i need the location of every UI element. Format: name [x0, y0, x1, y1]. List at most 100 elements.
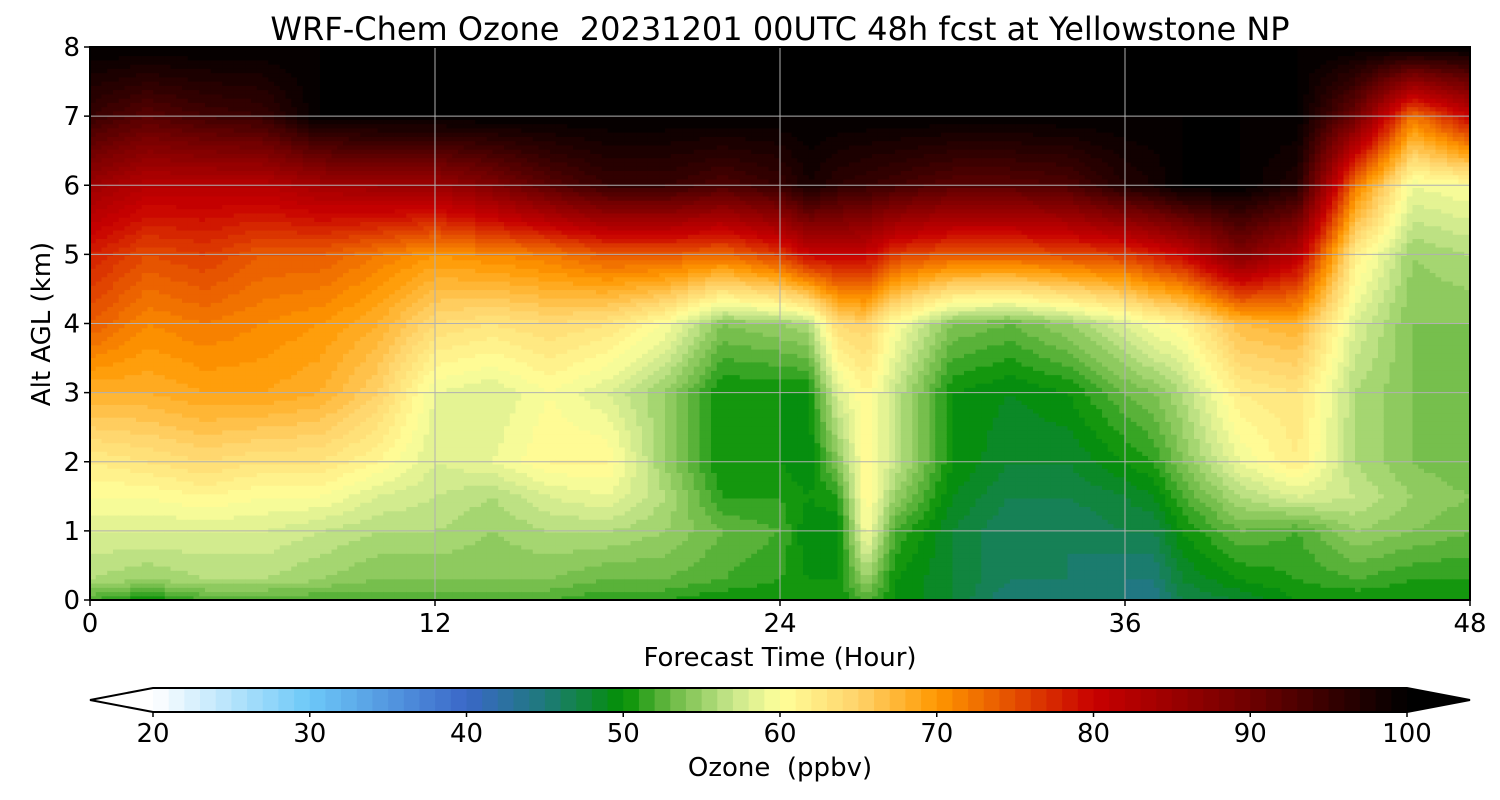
- contour-cell: [251, 187, 257, 192]
- contour-cell: [125, 119, 131, 124]
- contour-cell: [263, 98, 269, 103]
- contour-cell: [228, 413, 234, 418]
- contour-cell: [205, 175, 211, 180]
- contour-cell: [107, 166, 113, 171]
- contour-cell: [257, 387, 263, 392]
- contour-cell: [199, 387, 205, 392]
- contour-cell: [188, 562, 194, 567]
- contour-cell: [125, 353, 131, 358]
- contour-cell: [199, 149, 205, 154]
- contour-cell: [107, 294, 113, 299]
- contour-cell: [234, 94, 240, 99]
- contour-cell: [286, 366, 292, 371]
- contour-cell: [113, 230, 119, 235]
- contour-cell: [251, 370, 257, 375]
- contour-cell: [199, 230, 205, 235]
- contour-cell: [205, 455, 211, 460]
- contour-cell: [176, 158, 182, 163]
- contour-cell: [165, 64, 171, 69]
- contour-cell: [159, 421, 165, 426]
- contour-cell: [148, 362, 154, 367]
- contour-cell: [125, 111, 131, 116]
- contour-cell: [286, 447, 292, 452]
- contour-cell: [240, 379, 246, 384]
- contour-cell: [159, 128, 165, 133]
- contour-cell: [188, 149, 194, 154]
- contour-cell: [211, 98, 217, 103]
- contour-cell: [199, 277, 205, 282]
- contour-cell: [148, 124, 154, 129]
- contour-cell: [257, 353, 263, 358]
- contour-cell: [274, 532, 280, 537]
- contour-cell: [240, 532, 246, 537]
- contour-cell: [107, 102, 113, 107]
- contour-cell: [240, 98, 246, 103]
- contour-cell: [297, 404, 303, 409]
- contour-cell: [222, 255, 228, 260]
- contour-cell: [119, 515, 125, 520]
- contour-cell: [222, 421, 228, 426]
- contour-cell: [102, 77, 108, 82]
- contour-cell: [119, 85, 125, 90]
- contour-cell: [107, 56, 113, 61]
- contour-cell: [257, 98, 263, 103]
- contour-cell: [165, 536, 171, 541]
- contour-cell: [222, 358, 228, 363]
- contour-cell: [234, 409, 240, 414]
- contour-cell: [165, 396, 171, 401]
- contour-cell: [234, 332, 240, 337]
- contour-cell: [234, 536, 240, 541]
- contour-cell: [159, 268, 165, 273]
- contour-cell: [251, 506, 257, 511]
- contour-cell: [280, 332, 286, 337]
- contour-cell: [291, 200, 297, 205]
- contour-cell: [217, 468, 223, 473]
- contour-cell: [274, 430, 280, 435]
- contour-cell: [171, 260, 177, 265]
- contour-cell: [113, 285, 119, 290]
- contour-cell: [171, 481, 177, 486]
- contour-cell: [257, 421, 263, 426]
- contour-cell: [303, 511, 309, 516]
- contour-cell: [240, 196, 246, 201]
- contour-cell: [297, 417, 303, 422]
- contour-cell: [211, 443, 217, 448]
- contour-cell: [96, 583, 102, 588]
- contour-cell: [171, 472, 177, 477]
- contour-cell: [286, 562, 292, 567]
- contour-cell: [142, 404, 148, 409]
- contour-cell: [182, 81, 188, 86]
- contour-cell: [240, 472, 246, 477]
- contour-cell: [107, 315, 113, 320]
- contour-cell: [263, 566, 269, 571]
- contour-cell: [159, 349, 165, 354]
- contour-cell: [136, 438, 142, 443]
- contour-cell: [119, 413, 125, 418]
- contour-cell: [251, 349, 257, 354]
- contour-cell: [142, 511, 148, 516]
- contour-cell: [182, 438, 188, 443]
- contour-cell: [171, 85, 177, 90]
- contour-cell: [280, 217, 286, 222]
- contour-cell: [280, 502, 286, 507]
- contour-cell: [194, 455, 200, 460]
- contour-cell: [194, 277, 200, 282]
- contour-cell: [251, 128, 257, 133]
- contour-cell: [130, 379, 136, 384]
- contour-cell: [234, 302, 240, 307]
- contour-cell: [286, 243, 292, 248]
- contour-cell: [217, 132, 223, 137]
- contour-cell: [176, 383, 182, 388]
- contour-cell: [113, 145, 119, 150]
- contour-cell: [96, 489, 102, 494]
- contour-cell: [268, 447, 274, 452]
- contour-cell: [107, 141, 113, 146]
- contour-cell: [297, 209, 303, 214]
- contour-cell: [96, 562, 102, 567]
- contour-cell: [234, 434, 240, 439]
- contour-cell: [142, 298, 148, 303]
- contour-cell: [228, 170, 234, 175]
- contour-cell: [159, 362, 165, 367]
- contour-cell: [205, 438, 211, 443]
- contour-cell: [303, 68, 309, 73]
